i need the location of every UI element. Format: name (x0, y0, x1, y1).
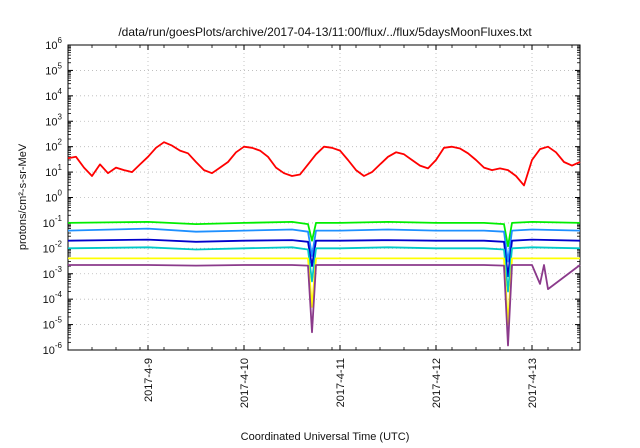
y-tick-label: 102 (45, 138, 62, 154)
y-tick-label: 103 (45, 112, 62, 128)
grid-lines (68, 45, 580, 350)
y-tick-label: 10-3 (43, 265, 63, 281)
y-tick-label: 104 (45, 87, 62, 103)
series-lines (67, 141, 581, 347)
series-line-1 (67, 141, 581, 187)
x-axis-label: Coordinated Universal Time (UTC) (241, 431, 410, 443)
y-tick-label: 106 (45, 36, 62, 52)
series-line-4 (67, 238, 581, 278)
y-tick-label: 10-6 (43, 341, 63, 357)
x-tick-label: 2017-4-10 (239, 358, 251, 408)
y-tick-label: 10-1 (43, 214, 63, 230)
y-tick-label: 100 (45, 189, 62, 205)
series-line-7 (68, 264, 581, 347)
y-tick-label: 10-5 (43, 316, 63, 332)
series-line-5 (67, 246, 581, 293)
y-tick-label: 101 (45, 163, 62, 179)
x-tick-label: 2017-4-12 (431, 358, 443, 408)
y-tick-label: 10-4 (43, 290, 63, 306)
series-line-6 (68, 257, 580, 326)
chart-title: /data/run/goesPlots/archive/2017-04-13/1… (118, 25, 532, 39)
y-tick-label: 10-2 (43, 239, 63, 255)
x-tick-label: 2017-4-11 (335, 358, 347, 407)
x-axis-ticks: 2017-4-9 2017-4-10 2017-4-11 2017-4-12 2017-… (67, 45, 573, 408)
y-tick-label: 105 (45, 61, 62, 77)
x-tick-label: 2017-4-9 (143, 358, 155, 402)
series-line-3 (67, 227, 581, 263)
x-tick-label: 2017-4-13 (527, 358, 539, 408)
y-axis-label: protons/cm²-s-sr-MeV (17, 143, 29, 250)
series-line-2 (67, 220, 581, 248)
